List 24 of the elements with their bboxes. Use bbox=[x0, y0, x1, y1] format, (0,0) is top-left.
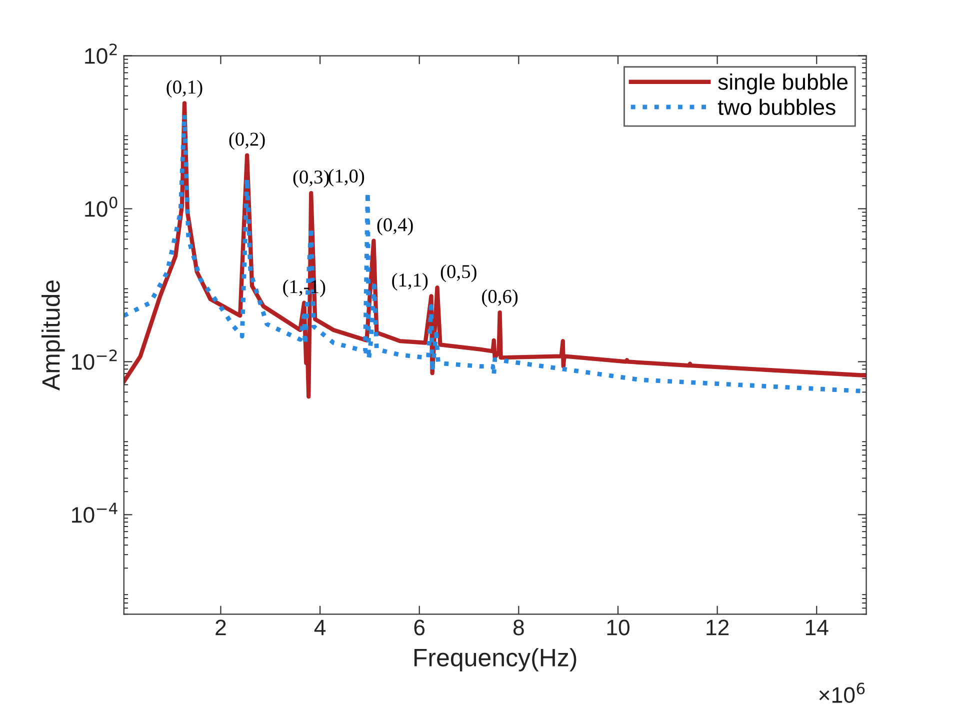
x-tick-label: 8 bbox=[513, 620, 524, 636]
x-axis-title: Frequency(Hz) bbox=[414, 648, 576, 672]
y-tick-label: 10$^{−2}$ bbox=[72, 350, 117, 370]
annotation: (0,4) bbox=[377, 218, 413, 236]
legend-label: two bubbles bbox=[718, 98, 836, 116]
x-tick-label: 2 bbox=[216, 620, 226, 636]
legend-label: single bubble bbox=[718, 74, 848, 94]
text: ×10$^{6}$ bbox=[819, 682, 865, 703]
annotation: (0,5) bbox=[440, 264, 476, 282]
x-tick-label: 14 bbox=[806, 620, 828, 636]
x-tick-label: 4 bbox=[314, 620, 326, 636]
annotation: (1,0) bbox=[328, 168, 364, 187]
annotation: (1,1) bbox=[392, 272, 428, 291]
y-axis-title: Amplitude bbox=[42, 280, 65, 391]
annotation: (0,6) bbox=[482, 289, 518, 307]
y-tick-label: 10$^{−4}$ bbox=[72, 502, 118, 523]
y-tick-label: 10$^{2}$ bbox=[85, 44, 117, 64]
y-tick-label: 10$^{0}$ bbox=[85, 196, 118, 217]
annotation: (0,1) bbox=[166, 80, 202, 98]
annotation: (0,3) bbox=[293, 170, 329, 188]
annotation: (0,2) bbox=[229, 132, 265, 150]
x-tick-label: 6 bbox=[414, 620, 425, 636]
x-tick-label: 12 bbox=[706, 620, 729, 636]
x-tick-label: 10 bbox=[607, 620, 630, 636]
